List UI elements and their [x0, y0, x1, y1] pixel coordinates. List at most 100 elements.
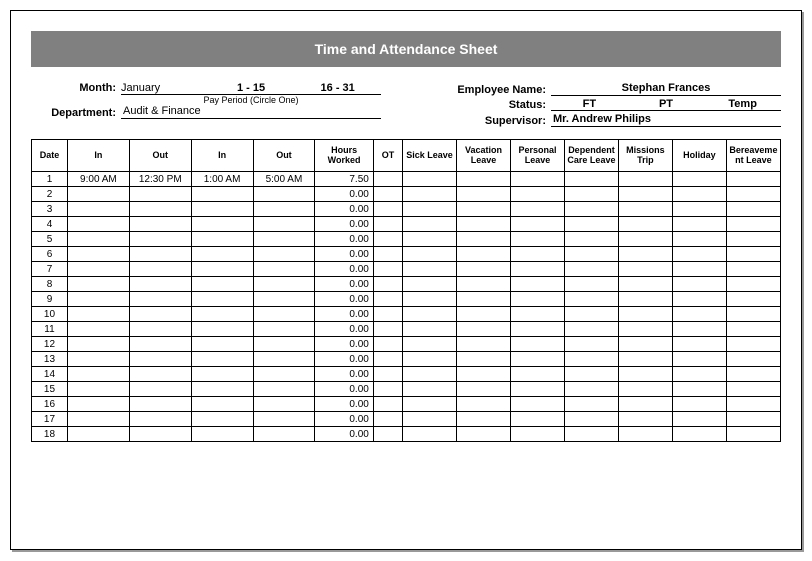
cell-in2 [191, 292, 253, 307]
employee-row: Employee Name: Stephan Frances [421, 82, 781, 96]
month-label: Month: [31, 82, 121, 95]
cell-ber [726, 292, 780, 307]
cell-hours: 0.00 [315, 217, 373, 232]
cell-ot [373, 322, 402, 337]
table-row: 140.00 [32, 367, 781, 382]
cell-vac [457, 337, 511, 352]
cell-in2 [191, 187, 253, 202]
status-row: Status: FT PT Temp [421, 98, 781, 111]
cell-vac [457, 307, 511, 322]
cell-mis [618, 397, 672, 412]
cell-sick [403, 307, 457, 322]
cell-mis [618, 427, 672, 442]
status-label: Status: [421, 99, 551, 111]
cell-out1 [129, 352, 191, 367]
cell-hol [672, 187, 726, 202]
cell-out2 [253, 382, 315, 397]
cell-in1 [67, 202, 129, 217]
cell-date: 1 [32, 172, 68, 187]
cell-out1 [129, 322, 191, 337]
cell-dep [564, 352, 618, 367]
cell-hol [672, 412, 726, 427]
table-body: 19:00 AM12:30 PM1:00 AM5:00 AM7.5020.003… [32, 172, 781, 442]
cell-pers [511, 262, 565, 277]
cell-dep [564, 247, 618, 262]
cell-out2: 5:00 AM [253, 172, 315, 187]
cell-mis [618, 292, 672, 307]
cell-ber [726, 262, 780, 277]
table-row: 60.00 [32, 247, 781, 262]
cell-ber [726, 232, 780, 247]
cell-in2 [191, 337, 253, 352]
cell-ber [726, 217, 780, 232]
cell-in1 [67, 262, 129, 277]
cell-mis [618, 247, 672, 262]
status-temp: Temp [704, 98, 781, 110]
cell-in1 [67, 352, 129, 367]
cell-vac [457, 292, 511, 307]
cell-dep [564, 277, 618, 292]
cell-dep [564, 412, 618, 427]
cell-out2 [253, 247, 315, 262]
cell-sick [403, 367, 457, 382]
cell-in2 [191, 412, 253, 427]
cell-mis [618, 382, 672, 397]
cell-hol [672, 202, 726, 217]
cell-ber [726, 367, 780, 382]
period-2: 16 - 31 [294, 82, 381, 94]
period-1: 1 - 15 [208, 82, 295, 94]
month-row: Month: January 1 - 15 16 - 31 [31, 82, 381, 95]
col-dependent: Dependent Care Leave [564, 140, 618, 172]
cell-pers [511, 397, 565, 412]
table-row: 180.00 [32, 427, 781, 442]
cell-vac [457, 217, 511, 232]
employee-value: Stephan Frances [551, 82, 781, 96]
cell-sick [403, 382, 457, 397]
cell-dep [564, 397, 618, 412]
cell-hours: 0.00 [315, 292, 373, 307]
cell-hours: 0.00 [315, 322, 373, 337]
cell-sick [403, 187, 457, 202]
cell-in2 [191, 307, 253, 322]
cell-sick [403, 172, 457, 187]
cell-date: 9 [32, 292, 68, 307]
cell-vac [457, 367, 511, 382]
title-bar: Time and Attendance Sheet [31, 31, 781, 67]
table-row: 90.00 [32, 292, 781, 307]
cell-hours: 0.00 [315, 277, 373, 292]
cell-out2 [253, 367, 315, 382]
cell-sick [403, 262, 457, 277]
cell-in2 [191, 367, 253, 382]
attendance-table: Date In Out In Out Hours Worked OT Sick … [31, 139, 781, 442]
cell-hours: 0.00 [315, 337, 373, 352]
cell-hol [672, 232, 726, 247]
cell-date: 17 [32, 412, 68, 427]
cell-sick [403, 412, 457, 427]
cell-out2 [253, 397, 315, 412]
table-row: 70.00 [32, 262, 781, 277]
cell-in1 [67, 397, 129, 412]
cell-out2 [253, 322, 315, 337]
cell-out2 [253, 232, 315, 247]
cell-out1 [129, 307, 191, 322]
cell-in2 [191, 352, 253, 367]
cell-ot [373, 307, 402, 322]
cell-mis [618, 367, 672, 382]
col-vacation: Vacation Leave [457, 140, 511, 172]
cell-dep [564, 232, 618, 247]
cell-sick [403, 232, 457, 247]
cell-hol [672, 367, 726, 382]
cell-pers [511, 382, 565, 397]
cell-hours: 0.00 [315, 367, 373, 382]
cell-hours: 0.00 [315, 382, 373, 397]
cell-date: 13 [32, 352, 68, 367]
cell-date: 7 [32, 262, 68, 277]
cell-vac [457, 412, 511, 427]
cell-dep [564, 292, 618, 307]
cell-ber [726, 412, 780, 427]
department-value: Audit & Finance [121, 105, 381, 119]
pay-period-caption: Pay Period (Circle One) [121, 95, 381, 105]
cell-out1: 12:30 PM [129, 172, 191, 187]
cell-ot [373, 382, 402, 397]
cell-in1 [67, 427, 129, 442]
